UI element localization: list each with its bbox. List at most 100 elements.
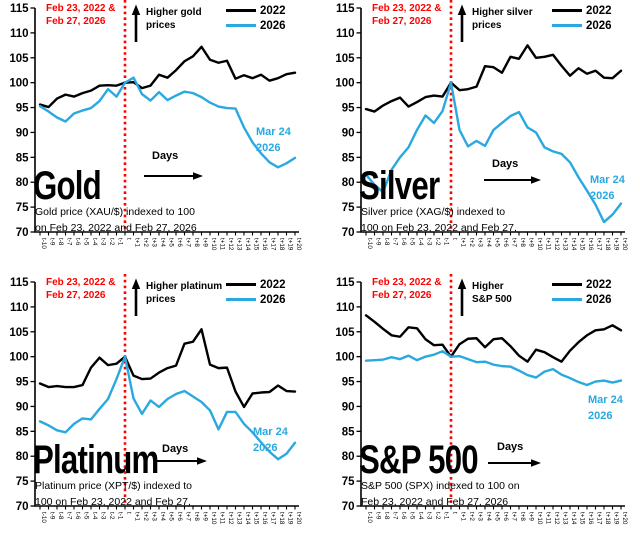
series-line-2026 [38,76,297,169]
legend-2026-line-swatch [552,297,582,302]
gold-plot-svg: 115 110 105 100 95 90 85 80 75 70 t-10 t-9 t-8 t-7 t-6… [9,0,302,251]
x-tick-label: t+6 [502,512,509,521]
event-date-line-2: Feb 27, 2026 [46,15,106,27]
gold-legend: 2022 2026 [226,3,286,33]
x-tick-label: t+9 [202,512,209,521]
platinum-inner: 115 110 105 100 95 90 85 80 75 70 t-10 t-9 t-8 t-7 t-6… [0,274,320,542]
x-tick-label: t+1 [134,238,141,247]
x-tick-label: t [451,512,458,514]
y-tick-label: 110 [336,28,355,40]
x-tick-label: t-10 [366,238,373,249]
x-tick-label: t+1 [460,238,467,247]
legend-row-2026: 2026 [226,292,286,307]
platinum-title: Platinum [33,438,159,482]
days-arrow-head [193,172,203,180]
x-tick-label: t+19 [287,238,294,251]
x-tick-label: t-2 [434,512,441,520]
y-tick-label: 75 [16,202,29,214]
x-tick-label: t+5 [494,512,501,521]
subtitle-line-2: 100 on Feb 23, 2022 and Feb 27, [35,495,191,508]
y-tick-label: 70 [342,501,355,513]
x-tick-label: t-2 [434,238,441,246]
x-tick-label: t-3 [100,512,107,520]
y-tick-label: 105 [9,53,29,65]
days-arrow-head [531,176,541,184]
event-date-line-1: Feb 23, 2022 & [372,3,442,14]
y-tick-label: 80 [16,177,29,189]
x-tick-label: t+6 [176,512,183,521]
endpoint-line-2: 2026 [253,441,278,454]
series-line-2022 [364,44,623,113]
x-tick-label: t+15 [579,512,586,525]
x-tick-label: t+15 [253,238,260,251]
subtitle-line-1: Gold price (XAU/$) indexed to 100 [35,206,195,218]
subtitle-line-1: Silver price (XAG/$) indexed to [361,206,506,218]
sp500-event-date-label: Feb 23, 2022 & Feb 27, 2026 [372,277,441,302]
x-tick-label: t [451,238,458,240]
x-tick-label: t-4 [417,512,424,520]
legend-2022-line-swatch [226,8,256,13]
higher-arrow-head [457,278,467,289]
x-tick-label: t+20 [295,238,302,251]
endpoint-line-1: Mar 24 [588,394,623,406]
x-tick-label: t+12 [553,512,560,525]
y-tick-label: 95 [16,103,29,115]
x-tick-label: t+17 [596,512,603,525]
platinum-days-label: Days [162,443,189,455]
legend-2022-line-swatch [226,282,256,287]
days-arrow-head [197,457,207,465]
x-tick-label: t+19 [613,238,620,251]
legend-row-2022: 2022 [552,3,612,18]
x-tick-label: t+4 [485,512,492,521]
x-tick-label: t+11 [545,238,552,250]
chart-panel-silver: 115 110 105 100 95 90 85 80 75 70 t-10 t-9 t-8 t-7 t-6… [320,0,640,268]
chart-panel-gold: 115 110 105 100 95 90 85 80 75 70 t-10 t-9 t-8 t-7 t-6… [0,0,320,268]
silver-legend: 2022 2026 [552,3,612,33]
y-tick-label: 110 [336,302,355,314]
x-tick-label: t+18 [604,238,611,251]
x-tick-label: t+2 [468,512,475,521]
y-tick-label: 100 [335,352,354,364]
x-tick-label: t+10 [210,238,217,251]
series-line-2022 [38,45,297,109]
series-line-2026 [38,355,297,461]
x-tick-label: t+18 [278,238,285,251]
x-tick-label: t+16 [261,238,268,251]
silver-subtitle: Silver price (XAG/$) indexed to 100 on F… [361,205,517,236]
higher-line-1: Higher [472,281,504,292]
x-tick-label: t+10 [536,512,543,525]
event-date-line-1: Feb 23, 2022 & [46,277,116,288]
higher-line-2: prices [146,20,176,31]
x-tick-label: t+14 [570,512,577,525]
event-date-line-1: Feb 23, 2022 & [46,3,116,14]
x-tick-label: t-1 [117,238,124,246]
x-tick-label: t-3 [100,238,107,246]
legend-2026-label: 2026 [260,19,286,32]
x-tick-label: t+13 [562,238,569,251]
silver-days-label: Days [492,158,519,170]
x-tick-label: t+18 [604,512,611,525]
x-tick-label: t [125,238,132,240]
endpoint-line-2: 2026 [588,409,613,422]
x-tick-label: t-6 [74,512,81,520]
legend-row-2022: 2022 [552,277,612,292]
endpoint-line-1: Mar 24 [253,426,288,438]
x-tick-label: t+14 [244,238,251,251]
x-tick-label: t+11 [219,238,226,250]
x-tick-label: t-6 [74,238,81,246]
x-tick-label: t+1 [134,512,141,521]
x-tick-label: t+7 [511,512,518,521]
x-tick-label: t+9 [202,238,209,247]
x-tick-label: t-4 [417,238,424,246]
legend-row-2022: 2022 [226,3,286,18]
higher-arrow-head [131,278,141,289]
y-tick-label: 90 [342,401,355,413]
gold-endpoint-label: Mar 24 2026 [256,125,291,156]
subtitle-line-1: S&P 500 (SPX) indexed to 100 on [361,480,520,492]
x-tick-label: t+12 [553,238,560,251]
sp500-endpoint-label: Mar 24 2026 [588,393,623,424]
x-tick-label: t+10 [210,512,217,525]
y-tick-label: 80 [16,451,29,463]
platinum-higher-label: Higher platinum prices [146,280,222,306]
y-tick-label: 85 [16,152,29,164]
